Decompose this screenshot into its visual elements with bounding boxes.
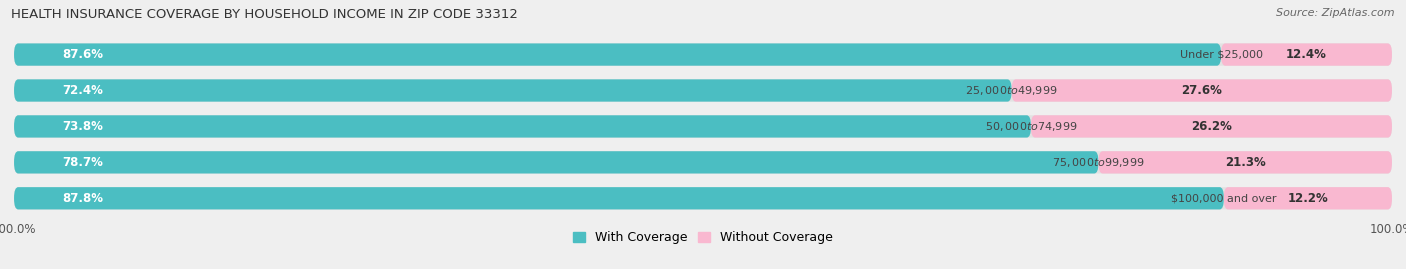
FancyBboxPatch shape bbox=[1098, 151, 1392, 174]
Text: 21.3%: 21.3% bbox=[1225, 156, 1265, 169]
Text: $25,000 to $49,999: $25,000 to $49,999 bbox=[966, 84, 1057, 97]
FancyBboxPatch shape bbox=[14, 79, 1012, 102]
Text: 73.8%: 73.8% bbox=[62, 120, 103, 133]
Text: $50,000 to $74,999: $50,000 to $74,999 bbox=[984, 120, 1077, 133]
Text: 87.6%: 87.6% bbox=[62, 48, 103, 61]
Text: $75,000 to $99,999: $75,000 to $99,999 bbox=[1052, 156, 1144, 169]
FancyBboxPatch shape bbox=[14, 43, 1220, 66]
FancyBboxPatch shape bbox=[14, 43, 1392, 66]
Text: 87.8%: 87.8% bbox=[62, 192, 103, 205]
Text: 12.2%: 12.2% bbox=[1288, 192, 1329, 205]
FancyBboxPatch shape bbox=[1031, 115, 1392, 137]
FancyBboxPatch shape bbox=[14, 79, 1392, 102]
Text: 26.2%: 26.2% bbox=[1191, 120, 1232, 133]
FancyBboxPatch shape bbox=[14, 115, 1031, 137]
Text: 78.7%: 78.7% bbox=[62, 156, 103, 169]
FancyBboxPatch shape bbox=[1220, 43, 1392, 66]
Text: 12.4%: 12.4% bbox=[1286, 48, 1327, 61]
FancyBboxPatch shape bbox=[14, 151, 1098, 174]
Text: $100,000 and over: $100,000 and over bbox=[1171, 193, 1277, 203]
FancyBboxPatch shape bbox=[1223, 187, 1392, 210]
Legend: With Coverage, Without Coverage: With Coverage, Without Coverage bbox=[569, 228, 837, 248]
FancyBboxPatch shape bbox=[1012, 79, 1392, 102]
FancyBboxPatch shape bbox=[14, 151, 1392, 174]
Text: Under $25,000: Under $25,000 bbox=[1180, 49, 1263, 59]
FancyBboxPatch shape bbox=[14, 187, 1223, 210]
Text: 72.4%: 72.4% bbox=[62, 84, 103, 97]
Text: HEALTH INSURANCE COVERAGE BY HOUSEHOLD INCOME IN ZIP CODE 33312: HEALTH INSURANCE COVERAGE BY HOUSEHOLD I… bbox=[11, 8, 519, 21]
Text: Source: ZipAtlas.com: Source: ZipAtlas.com bbox=[1277, 8, 1395, 18]
FancyBboxPatch shape bbox=[14, 115, 1392, 137]
FancyBboxPatch shape bbox=[14, 187, 1392, 210]
Text: 27.6%: 27.6% bbox=[1181, 84, 1222, 97]
